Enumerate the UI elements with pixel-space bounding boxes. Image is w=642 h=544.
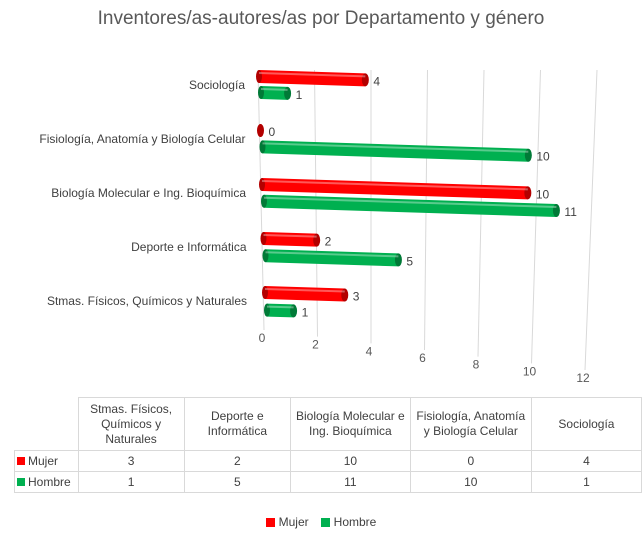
data-table-cell: 3	[77, 450, 185, 472]
bar-hombre	[261, 86, 288, 100]
category-label: Deporte e Informática	[131, 240, 247, 254]
data-label: 2	[325, 235, 332, 249]
data-table-series-name: Hombre	[28, 475, 71, 489]
x-tick-label: 10	[523, 364, 537, 378]
data-table-cell: 4	[530, 450, 642, 472]
data-label: 1	[296, 88, 303, 102]
data-table-cell: 11	[290, 471, 411, 493]
bar-highlight	[263, 196, 557, 208]
category-label: Sociología	[189, 78, 245, 92]
legend-label: Hombre	[333, 515, 377, 529]
legend-swatch	[265, 518, 275, 527]
data-table-cell: 1	[530, 471, 642, 493]
gridline-12	[584, 69, 598, 371]
data-label: 5	[406, 254, 413, 268]
x-tick-label: 0	[259, 331, 266, 345]
bar-start-cap	[259, 140, 266, 154]
bar-highlight	[266, 305, 294, 309]
data-table-row: Hombre 1 5 11 10 1	[14, 471, 642, 493]
data-table-column-header: Biología Molecular e Ing. Bioquímica	[290, 397, 411, 451]
bar-end-cap	[524, 148, 532, 162]
data-table-body: Mujer 3 2 10 0 4 Hombre 1 5 11 10 1	[14, 450, 642, 493]
bar-hombre	[265, 249, 399, 267]
data-table-cell: 0	[409, 450, 532, 472]
data-table-cell: 10	[409, 471, 532, 493]
bar-end-cap	[284, 86, 292, 100]
bar-highlight	[261, 180, 528, 191]
category-label: Biología Molecular e Ing. Bioquímica	[51, 186, 246, 200]
bar-highlight	[265, 251, 399, 258]
bar-highlight	[262, 142, 529, 153]
category-label: Stmas. Físicos, Químicos y Naturales	[47, 294, 247, 308]
bar-end-cap	[394, 253, 402, 267]
bar-mujer	[263, 232, 317, 247]
data-label: 10	[536, 150, 550, 164]
legend-key-swatch	[17, 478, 25, 486]
bar-mujer	[259, 70, 366, 87]
data-table-column-header: Sociología	[530, 397, 642, 451]
bar-start-cap	[261, 194, 267, 208]
chart-legend: Mujer Hombre	[0, 515, 642, 529]
chart-title: Inventores/as-autores/as por Departament…	[97, 8, 545, 29]
data-table-cell: 5	[183, 471, 292, 493]
x-tick-label: 8	[473, 358, 480, 372]
x-tick-label: 12	[576, 371, 590, 385]
data-table-cell: 2	[183, 450, 292, 472]
bar-highlight	[263, 234, 317, 238]
data-table-row-header: Mujer	[14, 450, 79, 472]
data-table-column-header: Fisiología, Anatomía y Biología Celular	[409, 397, 532, 451]
bar-start-cap	[262, 286, 268, 299]
bar-start-cap	[256, 70, 262, 83]
data-label: 4	[373, 74, 380, 88]
data-label: 1	[302, 305, 309, 319]
legend-item: Mujer	[265, 515, 309, 529]
bar-end-cap	[257, 124, 264, 137]
bar-end-cap	[341, 288, 349, 302]
bar-end-cap	[552, 203, 560, 217]
data-table-row-header: Hombre	[14, 471, 79, 493]
bar-highlight	[258, 72, 366, 78]
data-label: 10	[536, 187, 550, 201]
legend-label: Mujer	[278, 515, 309, 529]
bar-highlight	[260, 88, 288, 91]
data-label: 0	[269, 125, 276, 139]
bar-hombre	[267, 303, 294, 318]
data-table-cell: 1	[77, 471, 185, 493]
bar-mujer	[262, 178, 528, 200]
data-table-series-name: Mujer	[28, 454, 59, 468]
bar-hombre	[264, 194, 557, 217]
legend-item: Hombre	[320, 515, 377, 529]
legend-swatch	[320, 518, 330, 527]
bar-highlight	[264, 288, 345, 293]
bar-start-cap	[264, 303, 270, 317]
x-tick-label: 6	[419, 351, 426, 365]
bar-end-cap	[313, 233, 321, 247]
gridline-0	[257, 69, 265, 331]
bar-hombre	[262, 140, 529, 162]
data-table-cell: 10	[290, 450, 411, 472]
bar-end-cap	[361, 73, 369, 87]
x-tick-label: 2	[312, 338, 319, 352]
legend-key-swatch	[17, 457, 25, 465]
bar-end-cap	[290, 304, 298, 318]
bar-start-cap	[260, 232, 267, 245]
bar-start-cap	[259, 178, 265, 191]
x-tick-label: 4	[366, 344, 373, 358]
data-label: 11	[564, 205, 577, 219]
bar-mujer	[265, 286, 345, 302]
gridline-10	[531, 69, 541, 364]
data-table-corner	[15, 398, 79, 451]
data-table-column-header: Stmas. Físicos, Químicos y Naturales	[77, 397, 185, 451]
data-table: Stmas. Físicos, Químicos y Naturales Depo…	[14, 397, 642, 493]
bar-start-cap	[262, 249, 269, 263]
bar-end-cap	[524, 186, 532, 200]
data-label: 3	[353, 290, 360, 304]
data-table-column-header: Deporte e Informática	[183, 397, 292, 451]
bar-start-cap	[258, 86, 264, 99]
category-label: Fisiología, Anatomía y Biología Celular	[39, 132, 245, 146]
data-table-row: Mujer 3 2 10 0 4	[14, 450, 642, 472]
data-table-header-row: Stmas. Físicos, Químicos y Naturales Depo…	[15, 397, 642, 451]
